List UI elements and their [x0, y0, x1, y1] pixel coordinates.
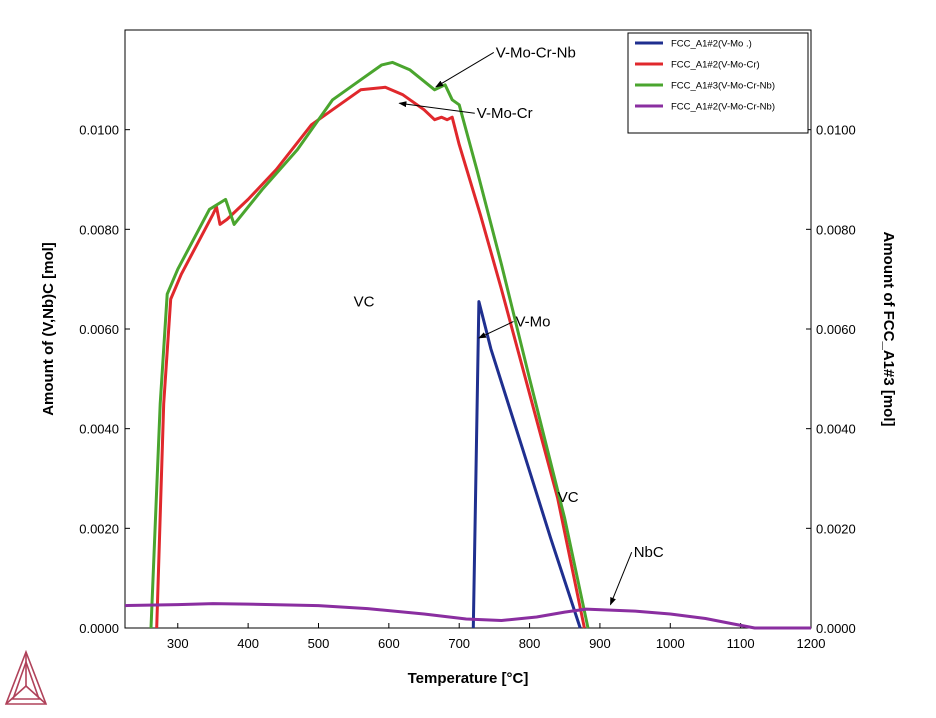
legend-label: FCC_A1#2(V-Mo .): [671, 39, 752, 50]
annotation-label: NbC: [634, 544, 664, 561]
x-axis-title: Temperature [°C]: [408, 670, 529, 687]
annotation-label: VC: [558, 489, 579, 506]
x-tick-label: 400: [237, 636, 259, 651]
annotation-arrow: [610, 552, 633, 606]
y-tick-label: 0.0060: [79, 322, 119, 337]
y-tick-label: 0.0080: [79, 222, 119, 237]
series-line-2: [155, 85, 586, 629]
y2-tick-label: 0.0100: [816, 123, 856, 138]
x-tick-label: 1000: [656, 636, 685, 651]
annotation-arrow: [398, 101, 475, 114]
legend-label: FCC_A1#2(V-Mo-Cr-Nb): [671, 102, 775, 113]
series-layer: [124, 60, 811, 630]
annotation-arrow: [478, 321, 514, 339]
x-tick-label: 300: [167, 636, 189, 651]
y2-axis-ticks: 0.0000 0.0020 0.0040 0.0060 0.0080 0.0100: [806, 123, 856, 636]
annotation-arrow: [435, 51, 495, 88]
series-line-4: [124, 602, 811, 630]
annotation-layer: V-Mo-Cr-Nb V-Mo-Cr V-Mo VC VC NbC: [354, 44, 664, 606]
thermo-calc-logo-icon: [4, 650, 48, 705]
y-axis-title: Amount of (V,Nb)C [mol]: [40, 242, 57, 416]
y2-tick-label: 0.0000: [816, 621, 856, 636]
x-tick-label: 700: [448, 636, 470, 651]
y2-tick-label: 0.0060: [816, 322, 856, 337]
y2-tick-label: 0.0040: [816, 422, 856, 437]
annotation-label: VC: [354, 294, 375, 311]
x-tick-label: 500: [308, 636, 330, 651]
legend-label: FCC_A1#3(V-Mo-Cr-Nb): [671, 81, 775, 92]
x-tick-label: 600: [378, 636, 400, 651]
x-tick-label: 1200: [797, 636, 826, 651]
y-tick-label: 0.0000: [79, 621, 119, 636]
annotation-label: V-Mo-Cr-Nb: [496, 44, 576, 61]
y-tick-label: 0.0020: [79, 521, 119, 536]
y2-axis-title: Amount of FCC_A1#3 [mol]: [880, 232, 897, 427]
x-axis-ticks: 300 400 500 600 700 800 900 1000 1100 1200: [167, 623, 826, 651]
series-line-1: [471, 300, 582, 629]
annotation-label: V-Mo-Cr: [477, 105, 533, 122]
legend-box: [627, 32, 809, 134]
y2-tick-label: 0.0080: [816, 222, 856, 237]
series-line-3: [149, 60, 590, 629]
legend-label: FCC_A1#2(V-Mo-Cr): [671, 60, 760, 71]
legend: FCC_A1#2(V-Mo .) FCC_A1#2(V-Mo-Cr) FCC_A1#…: [627, 32, 809, 134]
y-tick-label: 0.0100: [79, 123, 119, 138]
x-tick-label: 1100: [727, 636, 755, 651]
annotation-label: V-Mo: [515, 314, 550, 331]
y2-tick-label: 0.0020: [816, 521, 856, 536]
x-tick-label: 900: [589, 636, 611, 651]
x-tick-label: 800: [519, 636, 541, 651]
y-tick-label: 0.0040: [79, 422, 119, 437]
y-axis-ticks: 0.0000 0.0020 0.0040 0.0060 0.0080 0.0100: [79, 123, 130, 636]
